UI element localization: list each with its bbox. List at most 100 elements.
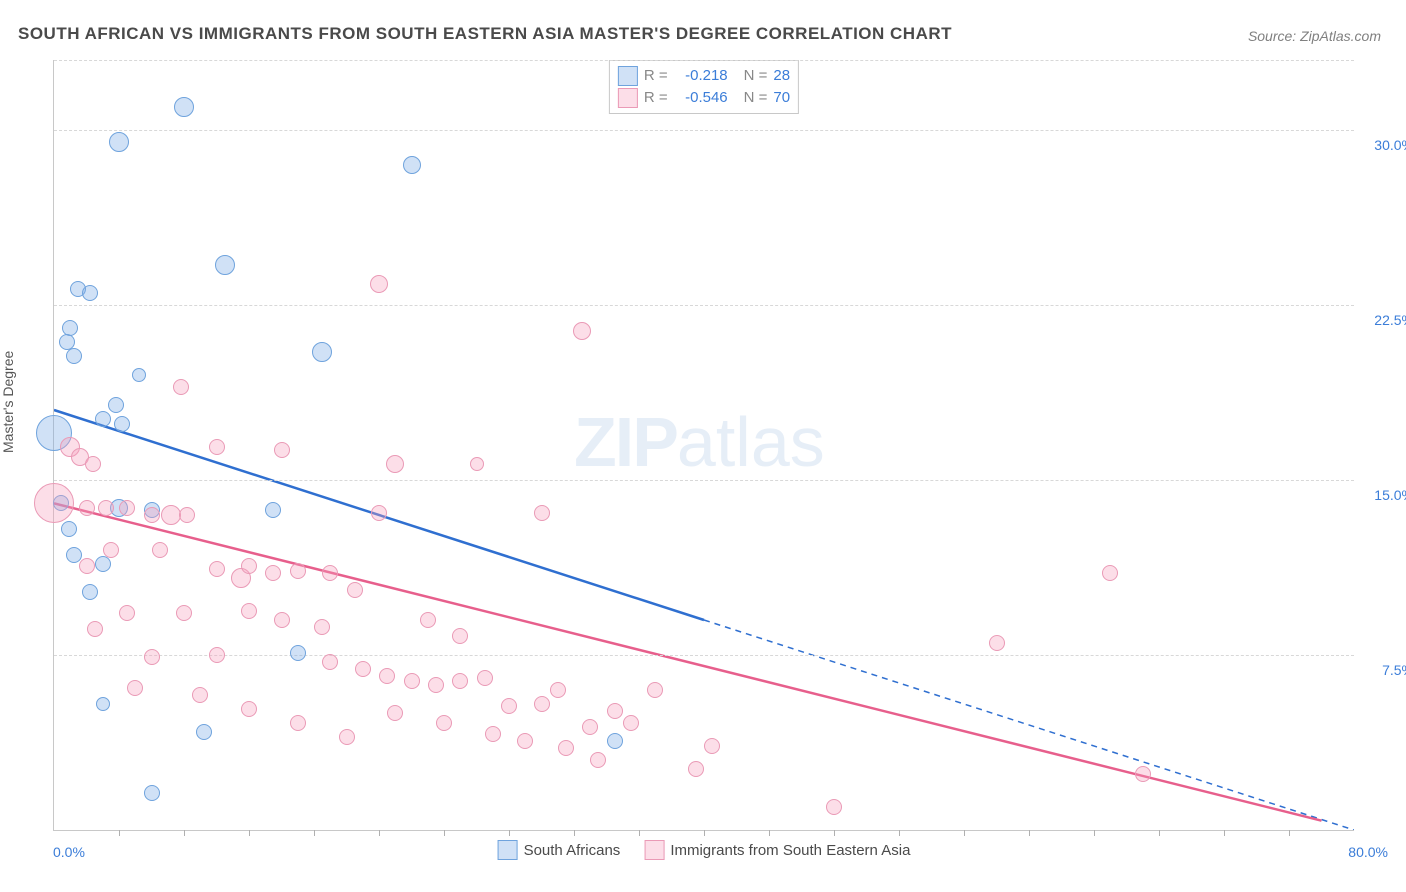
data-point — [144, 507, 160, 523]
x-tick — [639, 830, 640, 836]
data-point — [477, 670, 493, 686]
data-point — [209, 561, 225, 577]
data-point — [144, 785, 160, 801]
x-tick — [574, 830, 575, 836]
data-point — [79, 500, 95, 516]
data-point — [274, 612, 290, 628]
gridline — [54, 305, 1354, 306]
data-point — [103, 542, 119, 558]
data-point — [312, 342, 332, 362]
data-point — [108, 397, 124, 413]
data-point — [209, 647, 225, 663]
y-tick-label: 22.5% — [1364, 312, 1406, 328]
data-point — [127, 680, 143, 696]
legend-row-blue: R = -0.218 N = 28 — [618, 65, 790, 87]
chart-container: SOUTH AFRICAN VS IMMIGRANTS FROM SOUTH E… — [0, 0, 1406, 892]
data-point — [85, 456, 101, 472]
data-point — [290, 715, 306, 731]
x-axis-min: 0.0% — [53, 844, 85, 860]
data-point — [428, 677, 444, 693]
data-point — [79, 558, 95, 574]
x-tick — [509, 830, 510, 836]
y-tick-label: 15.0% — [1364, 487, 1406, 503]
gridline — [54, 480, 1354, 481]
data-point — [379, 668, 395, 684]
data-point — [61, 521, 77, 537]
data-point — [436, 715, 452, 731]
data-point — [192, 687, 208, 703]
data-point — [989, 635, 1005, 651]
data-point — [209, 439, 225, 455]
data-point — [420, 612, 436, 628]
data-point — [573, 322, 591, 340]
data-point — [370, 275, 388, 293]
swatch-blue — [618, 66, 638, 86]
data-point — [403, 156, 421, 174]
data-point — [387, 705, 403, 721]
y-tick-label: 30.0% — [1364, 137, 1406, 153]
swatch-blue-icon — [498, 840, 518, 860]
data-point — [196, 724, 212, 740]
data-point — [558, 740, 574, 756]
data-point — [290, 645, 306, 661]
x-tick — [444, 830, 445, 836]
data-point — [452, 673, 468, 689]
data-point — [274, 442, 290, 458]
data-point — [550, 682, 566, 698]
data-point — [607, 733, 623, 749]
correlation-legend: R = -0.218 N = 28 R = -0.546 N = 70 — [609, 60, 799, 114]
x-tick — [1224, 830, 1225, 836]
data-point — [590, 752, 606, 768]
data-point — [66, 348, 82, 364]
data-point — [623, 715, 639, 731]
x-tick — [1159, 830, 1160, 836]
data-point — [347, 582, 363, 598]
series-legend: South Africans Immigrants from South Eas… — [498, 840, 911, 860]
data-point — [647, 682, 663, 698]
x-tick — [314, 830, 315, 836]
data-point — [144, 649, 160, 665]
data-point — [179, 507, 195, 523]
data-point — [290, 563, 306, 579]
data-point — [485, 726, 501, 742]
data-point — [82, 584, 98, 600]
x-tick — [769, 830, 770, 836]
x-axis-max: 80.0% — [1348, 844, 1388, 860]
data-point — [215, 255, 235, 275]
data-point — [501, 698, 517, 714]
x-tick — [184, 830, 185, 836]
source-label: Source: ZipAtlas.com — [1248, 28, 1381, 44]
data-point — [98, 500, 114, 516]
data-point — [176, 605, 192, 621]
x-tick — [1029, 830, 1030, 836]
legend-item-pink: Immigrants from South Eastern Asia — [644, 840, 910, 860]
data-point — [241, 603, 257, 619]
legend-item-blue: South Africans — [498, 840, 621, 860]
data-point — [404, 673, 420, 689]
data-point — [1135, 766, 1151, 782]
x-tick — [249, 830, 250, 836]
data-point — [173, 379, 189, 395]
data-point — [132, 368, 146, 382]
data-point — [371, 505, 387, 521]
y-axis-label: Master's Degree — [0, 351, 16, 453]
data-point — [582, 719, 598, 735]
chart-title: SOUTH AFRICAN VS IMMIGRANTS FROM SOUTH E… — [18, 24, 952, 44]
data-point — [322, 565, 338, 581]
data-point — [386, 455, 404, 473]
data-point — [339, 729, 355, 745]
data-point — [66, 547, 82, 563]
x-tick — [964, 830, 965, 836]
data-point — [82, 285, 98, 301]
data-point — [174, 97, 194, 117]
data-point — [114, 416, 130, 432]
data-point — [152, 542, 168, 558]
data-point — [534, 505, 550, 521]
data-point — [161, 505, 181, 525]
x-tick — [1094, 830, 1095, 836]
data-point — [534, 696, 550, 712]
data-point — [265, 565, 281, 581]
data-point — [265, 502, 281, 518]
swatch-pink — [618, 88, 638, 108]
y-tick-label: 7.5% — [1364, 662, 1406, 678]
